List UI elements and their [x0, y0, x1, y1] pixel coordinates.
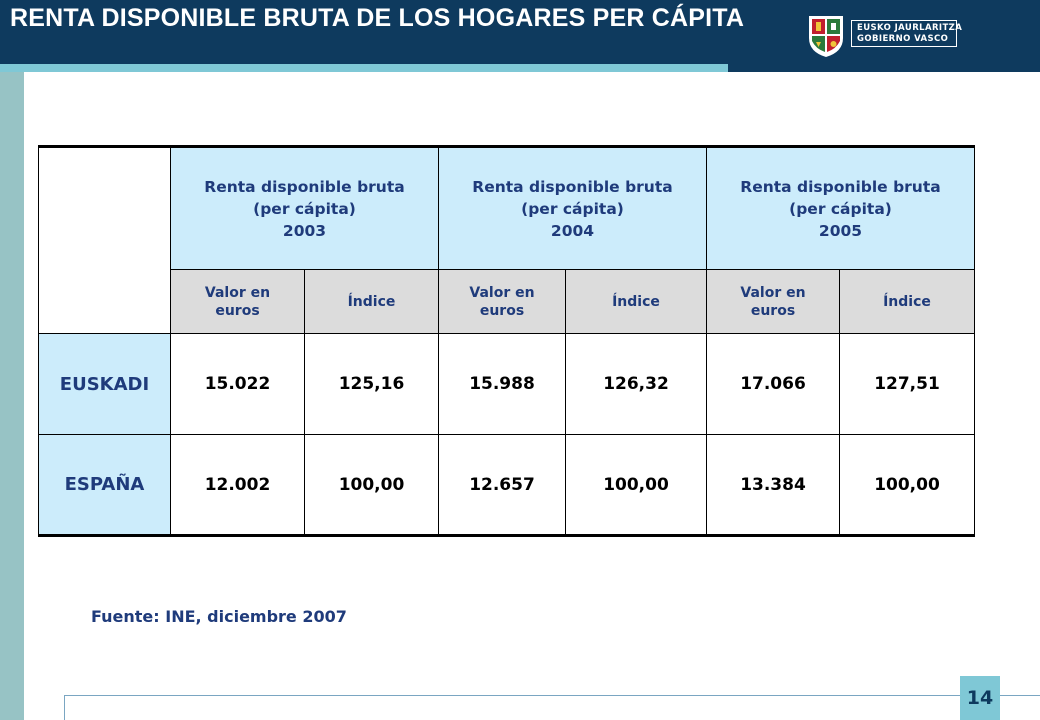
table-cell: 15.022 — [170, 333, 305, 435]
sub-header-row: Valor en euros Índice Valor en euros Índic… — [39, 269, 975, 334]
year-header-sublabel: (per cápita) — [253, 199, 356, 218]
year-header-label: Renta disponible bruta — [204, 177, 405, 196]
subheader-indice-2004: Índice — [565, 269, 707, 334]
table-cell: 12.002 — [170, 434, 305, 537]
table-cell: 100,00 — [565, 434, 707, 537]
side-decoration-bar — [0, 72, 24, 720]
subheader-indice-2005: Índice — [839, 269, 975, 334]
year-header-label: Renta disponible bruta — [740, 177, 941, 196]
government-logo-text: EUSKO JAURLARITZA GOBIERNO VASCO — [851, 20, 962, 47]
header-bar: RENTA DISPONIBLE BRUTA DE LOS HOGARES PE… — [0, 0, 1040, 72]
year-header-year: 2004 — [550, 221, 595, 240]
logo-line-spanish: GOBIERNO VASCO — [857, 34, 949, 44]
income-table: Renta disponible bruta (per cápita) 2003… — [38, 145, 975, 537]
corner-cell — [38, 145, 171, 334]
table-cell: 100,00 — [304, 434, 439, 537]
footer-divider — [64, 695, 1040, 696]
source-note: Fuente: INE, diciembre 2007 — [91, 607, 347, 626]
year-header-year: 2003 — [282, 221, 327, 240]
year-header-2004: Renta disponible bruta (per cápita) 2004 — [438, 145, 707, 270]
footer-divider-tick — [64, 695, 65, 720]
table-cell: 17.066 — [706, 333, 840, 435]
table-row: EUSKADI 15.022 125,16 15.988 126,32 17.0… — [38, 333, 975, 435]
page-title: RENTA DISPONIBLE BRUTA DE LOS HOGARES PE… — [10, 4, 745, 32]
page-number: 14 — [960, 676, 1000, 720]
table-cell: 12.657 — [438, 434, 566, 537]
subheader-indice-2003: Índice — [304, 269, 439, 334]
table-row: ESPAÑA 12.002 100,00 12.657 100,00 13.38… — [38, 434, 975, 537]
year-header-year: 2005 — [818, 221, 863, 240]
table-cell: 125,16 — [304, 333, 439, 435]
year-header-2005: Renta disponible bruta (per cápita) 2005 — [706, 145, 975, 270]
year-header-label: Renta disponible bruta — [472, 177, 673, 196]
header-accent-stripe — [0, 64, 728, 72]
row-label-espana: ESPAÑA — [38, 434, 171, 537]
table-cell: 126,32 — [565, 333, 707, 435]
row-label-euskadi: EUSKADI — [38, 333, 171, 435]
year-header-sublabel: (per cápita) — [789, 199, 892, 218]
subheader-valor-2003: Valor en euros — [170, 269, 305, 334]
table-cell: 13.384 — [706, 434, 840, 537]
logo-line-basque: EUSKO JAURLARITZA — [857, 23, 963, 33]
table-cell: 127,51 — [839, 333, 975, 435]
year-header-row: Renta disponible bruta (per cápita) 2003… — [38, 145, 975, 334]
table-cell: 100,00 — [839, 434, 975, 537]
year-header-2003: Renta disponible bruta (per cápita) 2003 — [170, 145, 439, 270]
table-cell: 15.988 — [438, 333, 566, 435]
coat-of-arms-icon — [809, 16, 843, 57]
subheader-valor-2005: Valor en euros — [706, 269, 840, 334]
subheader-valor-2004: Valor en euros — [438, 269, 566, 334]
year-header-sublabel: (per cápita) — [521, 199, 624, 218]
